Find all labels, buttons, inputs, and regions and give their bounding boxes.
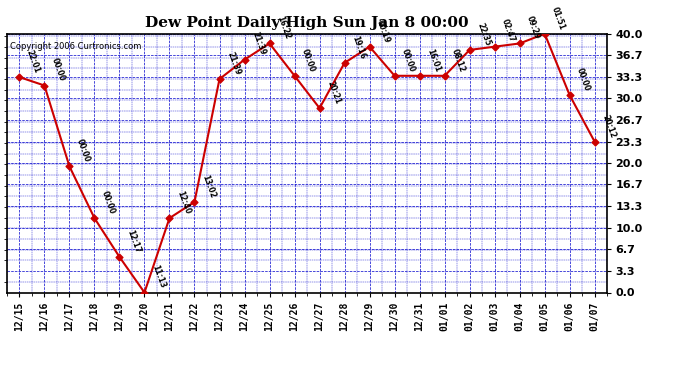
Text: 22:35: 22:35: [475, 21, 492, 47]
Text: 00:00: 00:00: [75, 138, 92, 164]
Point: [39, 82, 50, 88]
Point: [464, 47, 475, 53]
Point: [489, 44, 500, 50]
Point: [14, 74, 25, 80]
Text: 20:12: 20:12: [600, 113, 617, 139]
Point: [239, 57, 250, 63]
Point: [139, 290, 150, 296]
Text: 22:01: 22:01: [25, 49, 41, 74]
Point: [64, 164, 75, 170]
Point: [589, 139, 600, 145]
Text: 11:13: 11:13: [150, 264, 167, 290]
Point: [564, 92, 575, 98]
Text: 00:00: 00:00: [50, 57, 67, 83]
Text: 00:19: 00:19: [375, 18, 392, 44]
Text: 13:02: 13:02: [200, 173, 217, 199]
Point: [389, 73, 400, 79]
Text: 08:12: 08:12: [450, 47, 467, 73]
Point: [514, 40, 525, 46]
Text: 21:39: 21:39: [250, 31, 267, 57]
Text: 00:00: 00:00: [100, 190, 117, 215]
Text: 01:51: 01:51: [550, 5, 567, 31]
Text: 12:40: 12:40: [175, 190, 192, 215]
Point: [114, 254, 125, 260]
Text: 02:47: 02:47: [500, 18, 517, 44]
Point: [214, 76, 225, 82]
Text: 19:16: 19:16: [350, 34, 367, 60]
Text: 00:00: 00:00: [575, 67, 592, 92]
Point: [439, 73, 450, 79]
Text: 12:17: 12:17: [125, 228, 141, 254]
Text: Copyright 2006 Curtronics.com: Copyright 2006 Curtronics.com: [10, 42, 141, 51]
Point: [364, 44, 375, 50]
Text: 21:39: 21:39: [225, 51, 241, 76]
Text: 00:00: 00:00: [400, 47, 417, 73]
Point: [539, 31, 550, 37]
Point: [339, 60, 350, 66]
Point: [314, 105, 325, 111]
Point: [414, 73, 425, 79]
Text: 16:01: 16:01: [425, 47, 442, 73]
Point: [89, 215, 100, 221]
Text: 16:22: 16:22: [275, 15, 292, 40]
Point: [164, 215, 175, 221]
Text: 09:29: 09:29: [525, 15, 542, 40]
Text: 00:00: 00:00: [300, 47, 317, 73]
Text: 20:21: 20:21: [325, 80, 342, 105]
Point: [189, 199, 200, 205]
Point: [289, 73, 300, 79]
Title: Dew Point Daily High Sun Jan 8 00:00: Dew Point Daily High Sun Jan 8 00:00: [145, 16, 469, 30]
Point: [264, 40, 275, 46]
